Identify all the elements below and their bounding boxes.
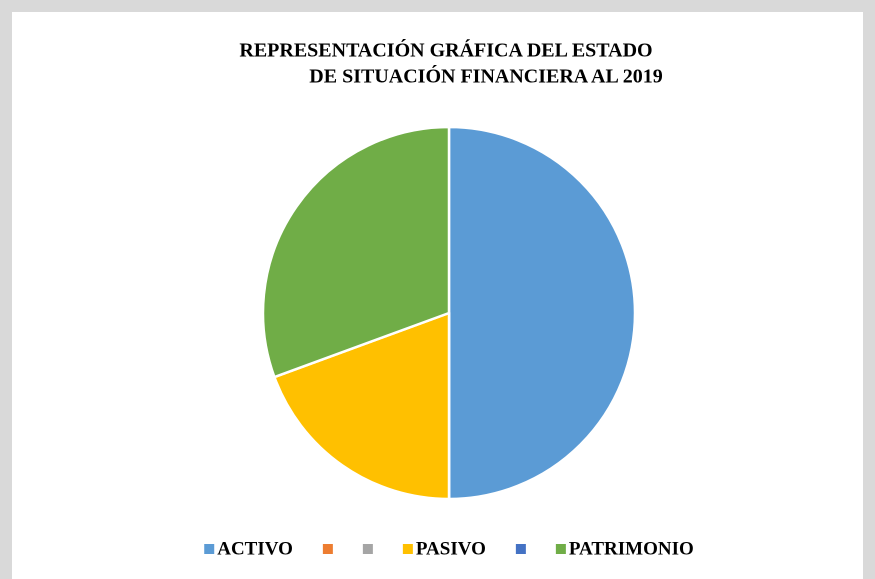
legend-swatch bbox=[402, 544, 413, 554]
legend-swatch bbox=[322, 544, 333, 554]
chart-title: DE SITUACIÓN FINANCIERA AL 2019 bbox=[309, 64, 662, 88]
legend-swatch bbox=[362, 544, 373, 554]
pie-slice bbox=[447, 125, 637, 501]
legend-swatch bbox=[555, 544, 566, 554]
legend-swatch bbox=[515, 544, 526, 554]
pie-slice bbox=[261, 125, 451, 379]
pie-slice bbox=[273, 311, 451, 501]
legend-swatch bbox=[204, 544, 215, 554]
legend-label: ACTIVO bbox=[217, 538, 293, 559]
chart-title: REPRESENTACIÓN GRÁFICA DEL ESTADO bbox=[239, 38, 652, 62]
legend-label: PASIVO bbox=[416, 538, 486, 559]
legend-label: PATRIMONIO bbox=[569, 538, 694, 559]
